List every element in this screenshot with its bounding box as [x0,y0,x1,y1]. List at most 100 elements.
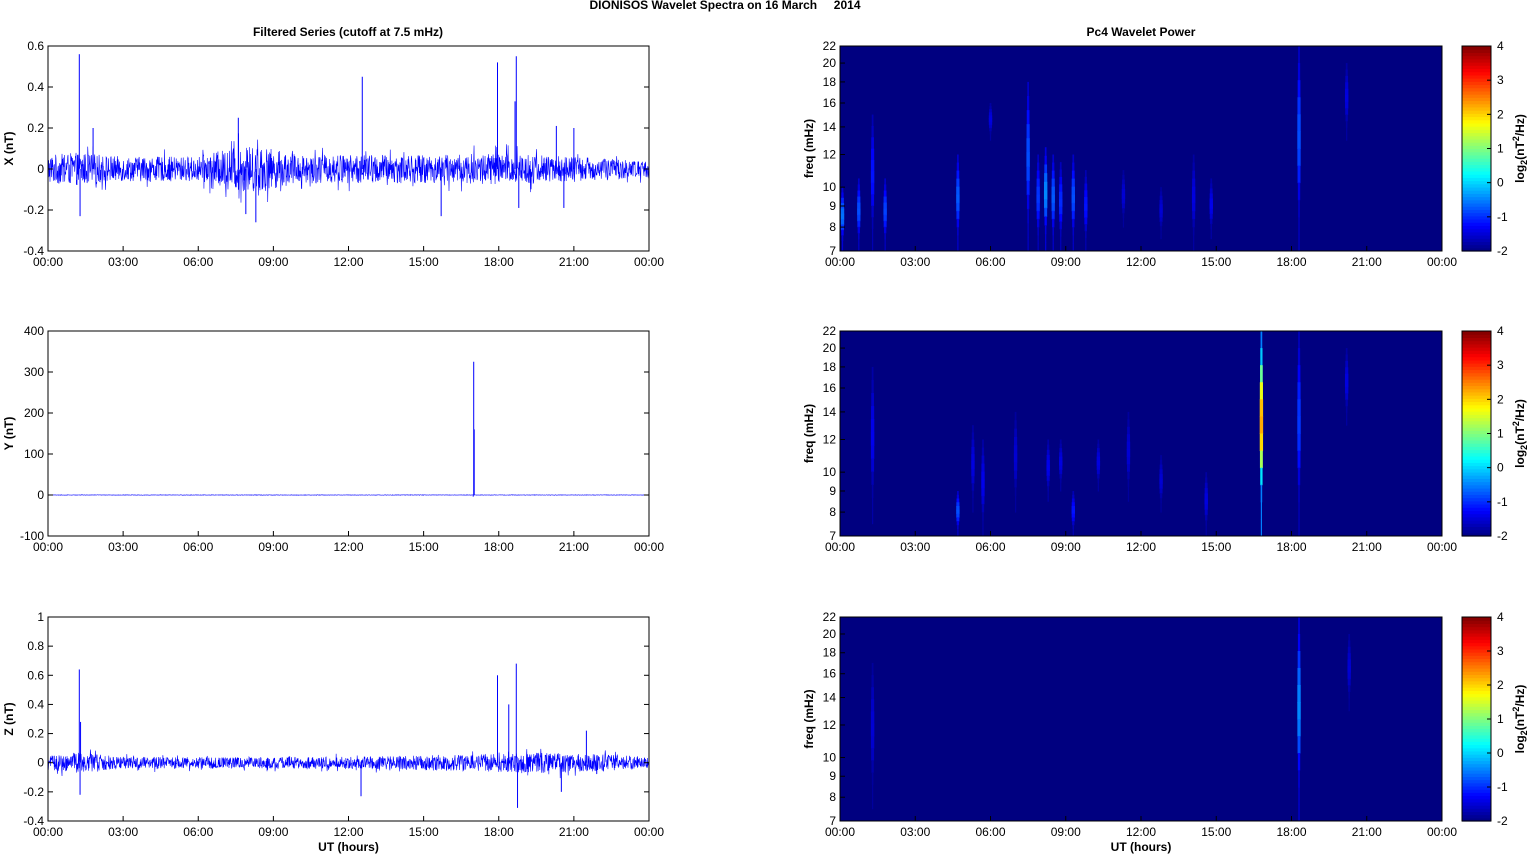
heatmap-feature [1260,518,1262,537]
heatmap-feature [957,242,959,252]
colorbar-label-part: 2 [1519,730,1529,735]
heatmap-feature [1345,82,1349,90]
colorbar-step [1462,244,1491,249]
colorbar-step [1462,135,1491,140]
heatmap-feature [1127,478,1130,487]
line-panel: -0.4 -0.2 0 0.2 0.4 0.6 X (nT) 00:00 03:00 06:00 0… [2,39,664,269]
heatmap-feature [1122,170,1125,176]
heatmap-feature [1260,501,1262,520]
heatmap-feature [1344,373,1349,381]
colorbar-step [1462,427,1491,431]
colorbar-step [1462,814,1491,819]
heatmap-feature [872,796,874,810]
colorbar-step [1462,510,1491,515]
heatmap-feature [1192,178,1196,188]
heatmap-feature [1013,453,1018,463]
heatmap-feature [1044,147,1047,157]
y-tick-label: 20 [823,341,837,355]
heatmap-feature [1047,496,1049,502]
heatmap-feature [1210,183,1213,189]
heatmap-feature [1345,120,1348,128]
heatmap-feature [1159,217,1163,222]
colorbar-step [1462,225,1491,230]
colorbar-tick-label: 2 [1497,107,1504,121]
heatmap-feature [1027,81,1029,97]
heatmap-feature [1059,162,1062,171]
x-tick-label: 21:00 [1352,825,1382,839]
y-tick-label: 7 [829,814,836,828]
heatmap-feature [870,182,875,195]
colorbar-step [1462,186,1491,191]
heatmap-feature [1026,194,1030,210]
colorbar-step [1462,151,1491,156]
heatmap-feature [1059,443,1062,449]
x-tick-label: 00:00 [33,255,63,269]
y-tick-label: 0.4 [27,80,44,94]
heatmap-feature [988,121,993,126]
heatmap-feature [1051,194,1055,204]
colorbar-step [1462,193,1491,198]
heatmap-feature [1347,672,1351,680]
heatmap-feature [1204,488,1208,494]
heatmap-feature [1059,469,1063,475]
heatmap-feature [1084,190,1088,198]
x-tick-label: 15:00 [1201,255,1231,269]
heatmap-feature [1347,653,1351,661]
heatmap-feature [1204,493,1208,500]
heatmap-feature [982,519,984,529]
heatmap-feature [1072,162,1075,172]
heatmap-feature [1346,412,1348,420]
heatmap-feature [1071,502,1075,507]
colorbar-step [1462,455,1491,460]
line-panel: -100 0 100 200 300 400 Y (nT) 00:00 03:00 06:00 09… [2,324,664,554]
heatmap-feature [1159,493,1163,499]
heatmap-feature [1259,399,1264,417]
colorbar-step [1462,106,1491,111]
colorbar-label-part: 2 [1511,421,1521,426]
plot-area [48,617,649,821]
heatmap-feature [1084,203,1088,212]
x-tick-label: 15:00 [409,540,439,554]
heatmap-feature [1046,449,1050,456]
x-tick-label: 21:00 [1352,255,1382,269]
heatmap-feature [1209,208,1213,215]
colorbar-step [1462,52,1491,57]
colorbar-step [1462,789,1491,793]
colorbar-step [1462,632,1491,637]
heatmap-feature [1071,498,1075,503]
heatmap-feature [1192,218,1195,228]
heatmap-feature [1298,216,1300,235]
heatmap-feature [1159,200,1163,205]
colorbar-tick-label: 0 [1497,461,1504,475]
y-tick-label: 9 [829,484,836,498]
colorbar-step [1462,382,1491,387]
colorbar-tick-label: -2 [1497,244,1508,258]
colorbar-step [1462,709,1491,714]
heatmap-feature [956,170,960,180]
heatmap-feature [956,502,960,507]
colorbar-step [1462,725,1491,730]
colorbar-step [1462,754,1491,758]
heatmap-feature [1160,497,1162,504]
heatmap-feature [982,511,984,521]
x-tick-label: 00:00 [634,255,664,269]
heatmap-feature [1037,226,1039,236]
heatmap-feature [1192,162,1195,172]
heatmap-feature [1345,399,1348,407]
heatmap-feature [870,445,875,459]
heatmap-feature [956,202,960,212]
heatmap-feature [1204,482,1208,489]
heatmap-background [840,46,1442,251]
heatmap-feature [1044,155,1047,166]
heatmap-feature [1085,244,1087,252]
colorbar-step [1462,129,1491,134]
colorbar-step [1462,103,1491,108]
heatmap-feature [871,747,875,761]
colorbar-step [1462,138,1491,143]
heatmap-feature [1047,485,1049,492]
heatmap-feature [883,214,887,222]
heatmap-feature [1096,452,1100,458]
heatmap-feature [1209,193,1213,199]
colorbar-step [1462,449,1491,454]
heatmap-feature [1297,668,1301,686]
